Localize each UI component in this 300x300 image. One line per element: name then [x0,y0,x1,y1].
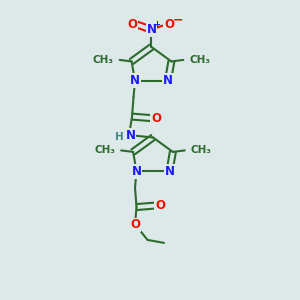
Text: O: O [130,218,140,232]
Text: CH₃: CH₃ [94,146,115,155]
Text: O: O [128,18,137,31]
Text: −: − [172,14,183,27]
Text: O: O [151,112,161,124]
Text: N: N [125,129,136,142]
Text: H: H [115,132,124,142]
Text: O: O [164,18,174,31]
Text: +: + [153,20,160,29]
Text: N: N [163,74,173,87]
Text: N: N [131,165,142,178]
Text: CH₃: CH₃ [191,146,212,155]
Text: N: N [146,23,157,36]
Text: CH₃: CH₃ [93,55,114,65]
Text: N: N [130,74,140,87]
Text: O: O [155,199,165,212]
Text: CH₃: CH₃ [189,55,210,65]
Text: N: N [164,165,175,178]
